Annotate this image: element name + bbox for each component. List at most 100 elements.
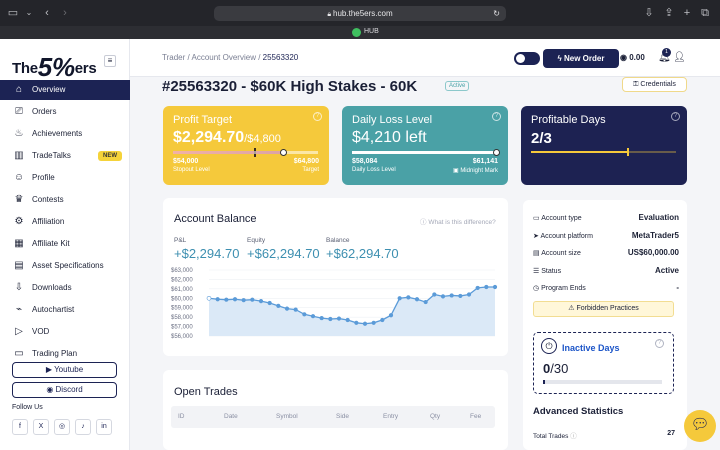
data-point[interactable] (414, 297, 420, 302)
data-point[interactable] (397, 296, 402, 301)
data-point[interactable] (475, 285, 480, 291)
data-point[interactable] (440, 294, 446, 299)
data-point[interactable] (458, 293, 463, 299)
balance-value: +$62,294.70 (326, 246, 399, 261)
facebook-icon[interactable]: f (12, 419, 28, 435)
data-point[interactable] (492, 284, 498, 290)
col-date[interactable]: Date (224, 413, 238, 420)
data-point[interactable] (276, 303, 281, 308)
linkedin-icon[interactable]: in (96, 419, 112, 435)
discord-button[interactable]: ◉ Discord (12, 382, 117, 398)
data-point[interactable] (432, 292, 437, 297)
open-trades-card: Open Trades (163, 370, 508, 450)
youtube-button[interactable]: ▶ Youtube (12, 362, 117, 378)
data-point[interactable] (336, 316, 342, 321)
data-point[interactable] (250, 297, 255, 302)
user-icon[interactable]: 👤︎ (673, 52, 686, 63)
data-point[interactable] (328, 316, 333, 322)
tab-title[interactable]: HUB (364, 28, 379, 35)
wallet-balance[interactable]: ◉ 0.00 (620, 53, 645, 62)
tiktok-icon[interactable]: ♪ (75, 419, 91, 435)
data-point[interactable] (293, 307, 298, 312)
data-point[interactable] (406, 295, 411, 300)
data-point[interactable] (354, 320, 359, 325)
daily-loss-track (352, 151, 497, 154)
forward-icon[interactable]: › (63, 7, 67, 19)
reload-icon[interactable]: ↻ (493, 9, 500, 18)
new-tab-icon[interactable]: + (683, 7, 691, 19)
data-point[interactable] (224, 297, 229, 302)
data-point[interactable] (319, 315, 324, 321)
data-point[interactable] (380, 317, 385, 323)
download-icon[interactable]: ⇩ (644, 7, 654, 19)
new-order-button[interactable]: ϟ New Order (543, 49, 619, 68)
sidebar-item-vod[interactable]: ▷ VOD (0, 322, 130, 342)
sidebar-item-contests[interactable]: ♛ Contests (0, 190, 130, 210)
sidebar-item-trading-plan[interactable]: ▭ Trading Plan (0, 344, 130, 358)
sidebar-item-label: Autochartist (32, 305, 75, 314)
data-point[interactable] (345, 317, 350, 323)
col-entry[interactable]: Entry (383, 413, 399, 420)
breadcrumb-trader[interactable]: Trader (162, 53, 186, 62)
sidebar-item-downloads[interactable]: ⇩ Downloads (0, 278, 130, 298)
sidebar-toggle-icon[interactable]: ▭ (7, 7, 19, 19)
data-point[interactable] (449, 293, 454, 298)
data-point[interactable] (362, 321, 368, 326)
data-point[interactable] (232, 297, 238, 302)
data-point[interactable] (466, 292, 472, 297)
sidebar-item-affiliation[interactable]: ⚙ Affiliation (0, 212, 130, 232)
address-bar[interactable]: 🔒︎ hub.the5ers.com ↻ (214, 6, 506, 21)
sidebar-item-autochartist[interactable]: ⌁ Autochartist (0, 300, 130, 320)
forbidden-practices-button[interactable]: ⚠ Forbidden Practices (533, 301, 674, 317)
sidebar-item-orders[interactable]: ⎚ Orders (0, 102, 130, 122)
sidebar-item-overview[interactable]: ⌂ Overview (0, 80, 130, 100)
breadcrumb-overview[interactable]: Account Overview (191, 53, 256, 62)
collapse-sidebar-icon[interactable]: ≡ (104, 55, 116, 67)
data-point[interactable] (371, 320, 376, 325)
help-icon[interactable]: ? (313, 112, 322, 121)
follow-us-label: Follow Us (12, 404, 43, 411)
data-point[interactable] (388, 313, 394, 318)
data-point[interactable] (267, 300, 272, 306)
help-icon[interactable]: ? (671, 112, 680, 121)
col-symbol[interactable]: Symbol (276, 413, 298, 420)
theme-toggle[interactable] (514, 52, 540, 65)
badge-icon: ♨ (14, 128, 24, 139)
url-text: hub.the5ers.com (333, 9, 393, 18)
data-point[interactable] (241, 298, 246, 303)
chat-icon[interactable]: 💬︎ (684, 410, 716, 442)
sidebar-item-affiliate-kit[interactable]: ▦ Affiliate Kit (0, 234, 130, 254)
data-point[interactable] (206, 295, 212, 301)
col-fee[interactable]: Fee (470, 413, 482, 420)
balance-help-link[interactable]: ⓘ What is this difference? (420, 219, 496, 226)
data-point[interactable] (284, 306, 290, 311)
stat-label: Account size (541, 250, 581, 257)
y-tick-label: $62,000 (171, 277, 193, 283)
credentials-button[interactable]: ⚿ Credentials (622, 77, 687, 92)
data-point[interactable] (215, 297, 220, 302)
data-point[interactable] (423, 299, 428, 305)
trophy-icon: ♛ (14, 194, 24, 205)
help-icon[interactable]: ? (492, 112, 501, 121)
data-point[interactable] (258, 299, 264, 304)
col-qty[interactable]: Qty (430, 413, 441, 420)
data-point[interactable] (484, 284, 489, 290)
sidebar-item-tradetalks[interactable]: ▥ TradeTalks NEW (0, 146, 130, 166)
chevron-down-icon[interactable]: ⌄ (25, 8, 33, 17)
sidebar-item-asset-specifications[interactable]: ▤ Asset Specifications (0, 256, 130, 276)
back-icon[interactable]: ‹ (45, 7, 49, 19)
data-point[interactable] (310, 314, 316, 319)
col-id[interactable]: ID (178, 413, 185, 420)
stat-row: ▤ Account size US$60,000.00 (533, 248, 679, 257)
data-point[interactable] (302, 312, 307, 317)
x-icon[interactable]: X (33, 419, 49, 435)
help-icon[interactable]: ? (655, 339, 664, 348)
share-icon[interactable]: ⇪ (664, 7, 674, 19)
sidebar-item-achievements[interactable]: ♨ Achievements (0, 124, 130, 144)
tabs-overview-icon[interactable]: ⧉ (701, 7, 709, 19)
help-icon[interactable]: ⓘ (570, 433, 577, 440)
instagram-icon[interactable]: ◎ (54, 419, 70, 435)
bell-icon[interactable]: 🔔︎ (658, 52, 671, 63)
sidebar-item-profile[interactable]: ☺ Profile (0, 168, 130, 188)
col-side[interactable]: Side (336, 413, 350, 420)
